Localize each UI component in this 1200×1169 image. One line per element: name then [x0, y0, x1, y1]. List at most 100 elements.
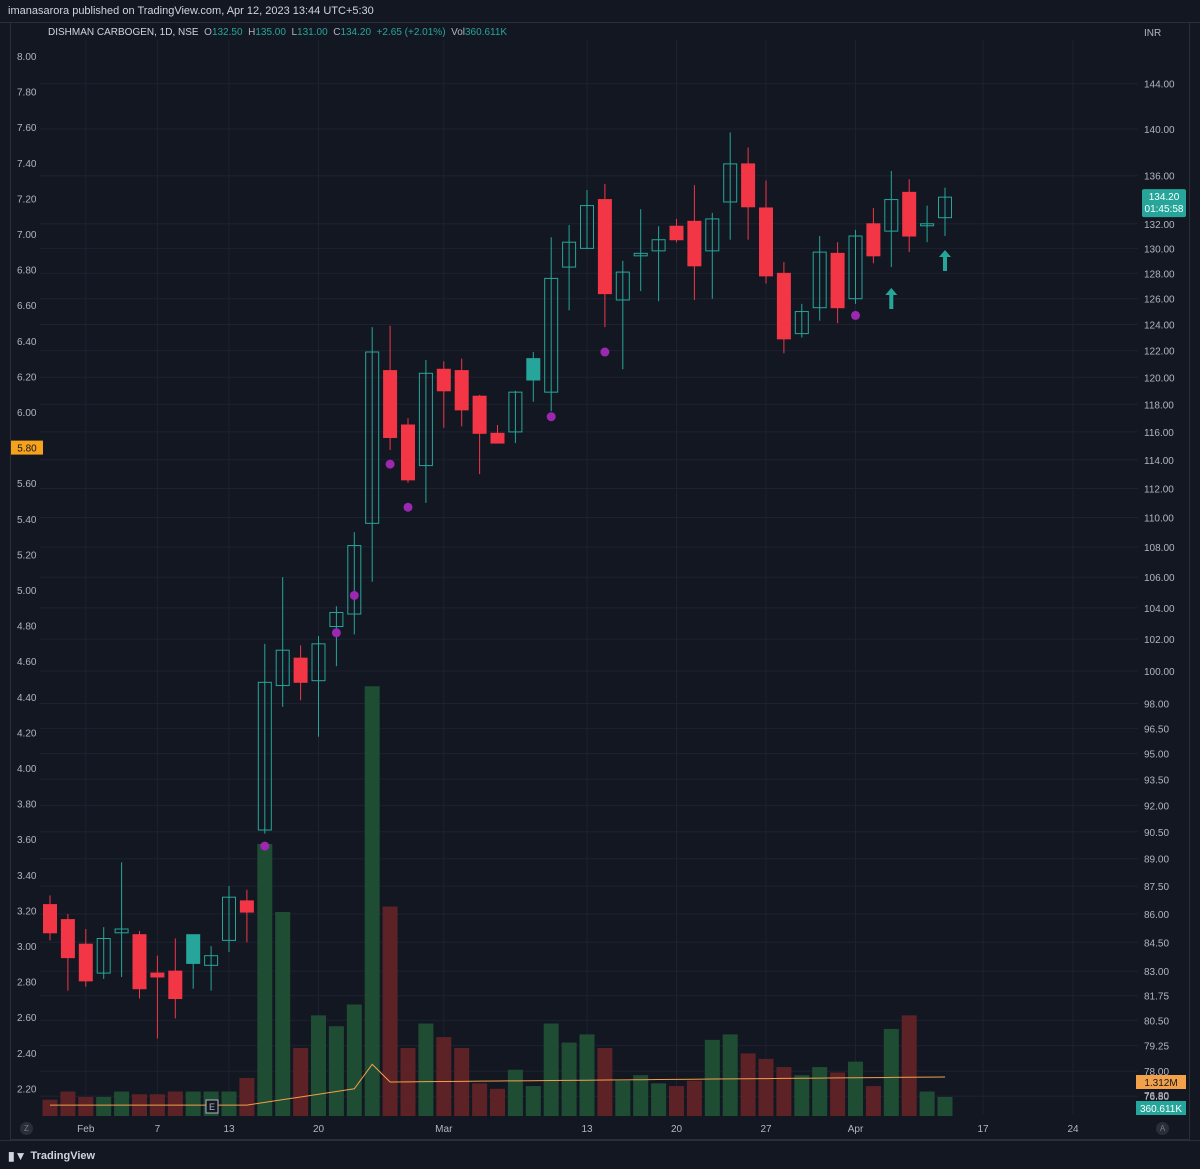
left-axis-tick: 4.80 — [17, 622, 37, 633]
candle-body — [168, 970, 183, 1000]
left-axis-tick: 4.20 — [17, 728, 37, 739]
right-axis-tick: 86.00 — [1144, 910, 1169, 921]
right-axis-tick: 80.50 — [1144, 1016, 1169, 1027]
x-axis-tick: 20 — [671, 1124, 683, 1135]
left-axis-tick: 5.00 — [17, 586, 37, 597]
chart-legend: DISHMAN CARBOGEN, 1D, NSE O132.50 H135.0… — [48, 27, 507, 38]
volume-ma-line — [50, 1063, 946, 1106]
candle-body — [884, 199, 899, 232]
open-label: O — [204, 27, 212, 38]
volume-ma-tag — [1136, 1075, 1186, 1089]
right-axis-tick: 124.00 — [1144, 320, 1175, 331]
left-axis-tick: 2.60 — [17, 1013, 37, 1024]
right-axis-tick: 83.00 — [1144, 967, 1169, 978]
right-axis-tick: 90.50 — [1144, 828, 1169, 839]
left-axis-tick: 3.80 — [17, 800, 37, 811]
left-axis-tick: 8.00 — [17, 52, 37, 63]
candle-body — [669, 225, 684, 241]
volume-bar — [472, 1083, 488, 1116]
candle-body — [705, 218, 720, 252]
candle-body — [78, 943, 93, 982]
volume-bar — [382, 906, 398, 1116]
up-arrow-icon — [939, 250, 951, 271]
volume-bar — [848, 1061, 863, 1116]
left-axis-tick: 4.00 — [17, 764, 37, 775]
right-axis-tick: 106.00 — [1144, 573, 1175, 584]
volume-bar — [901, 1015, 917, 1116]
left-axis-tick: 7.00 — [17, 230, 37, 241]
candle-body — [812, 251, 827, 309]
volume-bar — [311, 1015, 326, 1116]
volume-bar — [704, 1039, 720, 1116]
volume-tag — [1136, 1101, 1186, 1115]
right-axis-tick: 140.00 — [1144, 125, 1175, 136]
candle-body — [759, 207, 773, 277]
right-axis-tick: 104.00 — [1144, 604, 1175, 615]
left-axis-tick: 2.20 — [17, 1084, 37, 1095]
left-axis-tick: 7.20 — [17, 194, 37, 205]
right-axis-tick: 100.00 — [1144, 667, 1175, 678]
candle-body — [365, 351, 380, 524]
signal-dot — [546, 412, 556, 422]
left-axis-tick: 6.40 — [17, 337, 37, 348]
candle-body — [43, 904, 57, 934]
candle-body — [204, 955, 219, 966]
right-axis-tick: 79.25 — [1144, 1042, 1169, 1053]
signal-dot — [851, 310, 860, 320]
right-axis-tick: 81.75 — [1144, 992, 1169, 1003]
right-axis-tick: 89.00 — [1144, 855, 1169, 866]
volume-bar — [758, 1058, 774, 1116]
volume-bar — [865, 1086, 881, 1116]
volume-bar — [78, 1096, 94, 1116]
last-price-tag — [1142, 189, 1186, 218]
candle-body — [293, 657, 308, 683]
volume-bar — [96, 1096, 112, 1116]
left-axis-tick: 6.60 — [17, 301, 37, 312]
candle-body — [257, 681, 272, 831]
volume-bar — [221, 1091, 237, 1116]
right-axis-tick: 136.00 — [1144, 172, 1175, 183]
volume-bar — [615, 1080, 631, 1116]
earnings-marker-label: E — [209, 1102, 215, 1112]
close-value: 134.20 — [340, 27, 372, 38]
candle-body — [508, 391, 523, 433]
left-axis-tick: 5.20 — [17, 550, 37, 561]
auto-scale-toggle[interactable]: A — [1156, 1122, 1169, 1135]
candle-body — [597, 199, 612, 295]
right-axis-tick: 92.00 — [1144, 801, 1169, 812]
high-label: H — [248, 27, 256, 38]
log-scale-toggle[interactable]: Z — [20, 1122, 33, 1135]
candle-body — [347, 545, 362, 615]
candle-body — [651, 239, 666, 252]
candle-body — [114, 928, 129, 934]
volume-bar — [919, 1091, 935, 1116]
volume-bar — [436, 1037, 452, 1116]
candle-body — [311, 643, 326, 682]
volume-bar — [275, 912, 291, 1116]
left-axis-tick: 3.40 — [17, 871, 37, 882]
symbol-label: DISHMAN CARBOGEN, 1D, NSE — [48, 27, 199, 38]
right-axis-tick: 108.00 — [1144, 543, 1175, 554]
candle-body — [239, 900, 254, 913]
x-axis-tick: 13 — [223, 1124, 235, 1135]
tv-logo-icon: ▮▼ — [8, 1149, 27, 1163]
tradingview-logo[interactable]: ▮▼ TradingView — [8, 1149, 95, 1163]
volume-bar — [239, 1077, 255, 1116]
signal-dot — [403, 502, 413, 512]
right-axis-tick: 78.00 — [1144, 1067, 1169, 1078]
candle-body — [96, 937, 111, 974]
candle-body — [275, 649, 290, 687]
volume-bar — [686, 1080, 702, 1116]
left-axis-tick: 7.80 — [17, 88, 37, 99]
candle-body — [186, 934, 201, 964]
change-value: +2.65 (+2.01%) — [376, 27, 446, 38]
earnings-marker — [205, 1099, 219, 1114]
candle-body — [830, 252, 845, 309]
volume-bar — [794, 1075, 810, 1116]
up-arrow-icon — [885, 288, 898, 309]
left-axis-tick: 4.60 — [17, 657, 37, 668]
signal-dot — [385, 459, 395, 469]
volume-bar — [597, 1048, 613, 1116]
left-axis-tick: 6.00 — [17, 408, 37, 419]
